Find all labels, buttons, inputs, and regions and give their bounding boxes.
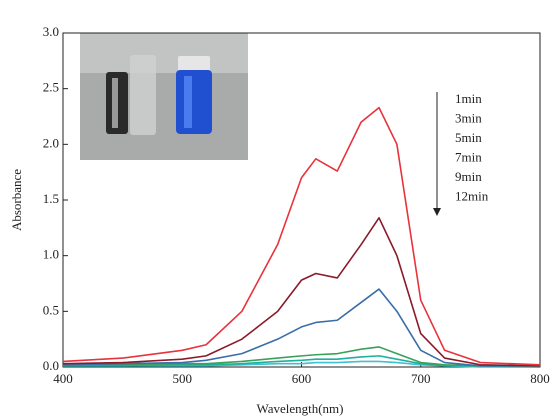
x-tick-label: 400 [53,371,73,386]
legend-label: 1min [455,91,482,106]
series-line [62,288,540,367]
y-tick-label: 2.0 [43,135,59,150]
x-tick-label: 800 [530,371,550,386]
x-axis-label: Wavelength(nm) [256,401,343,416]
y-axis-label: Absorbance [9,169,24,231]
x-tick-label: 500 [173,371,193,386]
series-line [63,355,541,368]
legend-label: 5min [455,130,482,145]
legend-label: 9min [455,169,482,184]
y-tick-label: 1.0 [43,247,59,262]
x-tick-label: 600 [292,371,312,386]
y-tick-label: 2.5 [43,80,59,95]
series-line [62,106,541,366]
legend-arrowhead [433,208,441,216]
y-tick-label: 3.0 [43,24,59,39]
legend-label: 12min [455,188,489,203]
y-tick-label: 1.5 [43,191,59,206]
x-tick-label: 700 [411,371,431,386]
inset-photo [80,33,248,160]
legend-label: 7min [455,149,482,164]
y-tick-label: 0.0 [43,358,59,373]
series-line [63,346,540,367]
series-line [62,217,541,367]
legend-label: 3min [455,110,482,125]
y-tick-label: 0.5 [43,302,59,317]
